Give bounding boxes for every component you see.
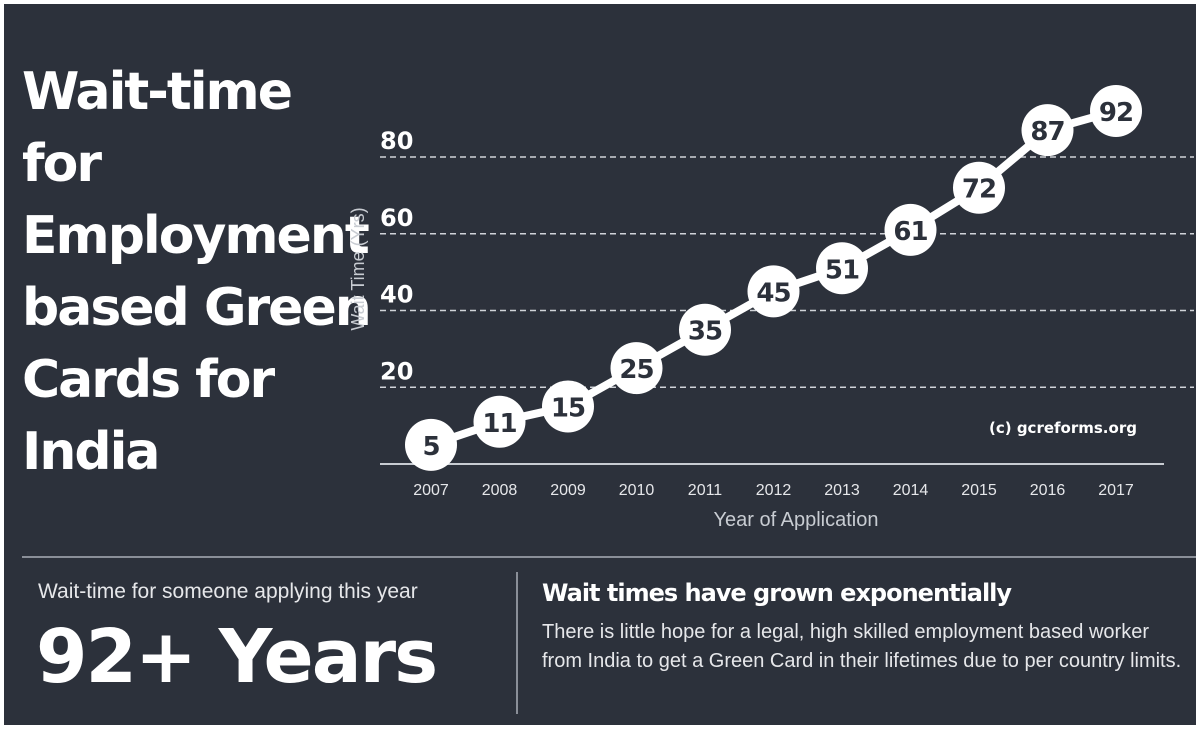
data-label: 35: [688, 317, 722, 347]
x-tick-label: 2007: [413, 482, 449, 499]
title-line: Cards for: [22, 350, 275, 410]
wait-time-line-chart: 20 40 60 80 2007 2008 2009 2010 2011 2012 2013 2014…: [348, 84, 1194, 531]
y-tick-label: 80: [380, 127, 413, 155]
y-tick-label: 60: [380, 204, 413, 232]
data-label: 25: [619, 355, 653, 385]
x-tick-label: 2010: [619, 482, 655, 499]
y-tick-label: 20: [380, 357, 413, 385]
title-line: for: [22, 134, 102, 194]
data-point: [884, 203, 937, 256]
data-label: 51: [825, 255, 859, 285]
data-point: [1090, 84, 1142, 137]
column-divider: [516, 572, 518, 714]
data-label: 61: [893, 217, 927, 247]
data-label: 92: [1099, 98, 1133, 128]
note-body: There is little hope for a legal, high s…: [542, 621, 1182, 672]
data-point: [679, 303, 731, 356]
watermark-credit: (c) gcreforms.org: [989, 419, 1137, 437]
data-point: [747, 265, 800, 318]
data-label: 72: [962, 175, 996, 205]
infographic-panel: Wait-time for Employment based Green Car…: [4, 4, 1196, 725]
data-point: [610, 342, 663, 395]
data-label: 11: [482, 409, 516, 439]
data-point: [953, 161, 1005, 214]
data-label: 45: [756, 278, 790, 308]
data-label: 5: [422, 432, 439, 462]
title-line: Wait-time: [22, 62, 293, 122]
x-tick-label: 2008: [482, 482, 518, 499]
x-tick-label: 2017: [1098, 482, 1134, 499]
title-line: based Green: [22, 278, 372, 338]
section-divider: [22, 556, 1196, 558]
stat-value: 92+ Years: [36, 614, 438, 700]
x-tick-label: 2009: [550, 482, 586, 499]
stat-label: Wait-time for someone applying this year: [38, 580, 418, 603]
x-tick-label: 2014: [893, 482, 929, 499]
x-tick-label: 2016: [1030, 482, 1066, 499]
note-heading: Wait times have grown exponentially: [542, 579, 1012, 607]
data-point: [542, 380, 594, 433]
infographic-title: Wait-time for Employment based Green Car…: [22, 56, 372, 488]
x-tick-label: 2011: [688, 482, 723, 499]
data-label: 87: [1030, 117, 1064, 147]
data-label: 15: [551, 393, 585, 423]
y-axis-title: Wait Time (Yrs): [348, 207, 368, 330]
x-tick-label: 2012: [756, 482, 792, 499]
data-point: [816, 242, 868, 295]
data-point: [1021, 104, 1074, 157]
data-point: [405, 418, 457, 471]
title-line: Employment: [22, 206, 370, 266]
x-axis-title: Year of Application: [714, 509, 879, 531]
x-tick-label: 2013: [824, 482, 860, 499]
x-tick-label: 2015: [961, 482, 997, 499]
y-tick-label: 40: [380, 281, 413, 309]
title-line: India: [22, 422, 161, 482]
data-point: [473, 395, 526, 448]
